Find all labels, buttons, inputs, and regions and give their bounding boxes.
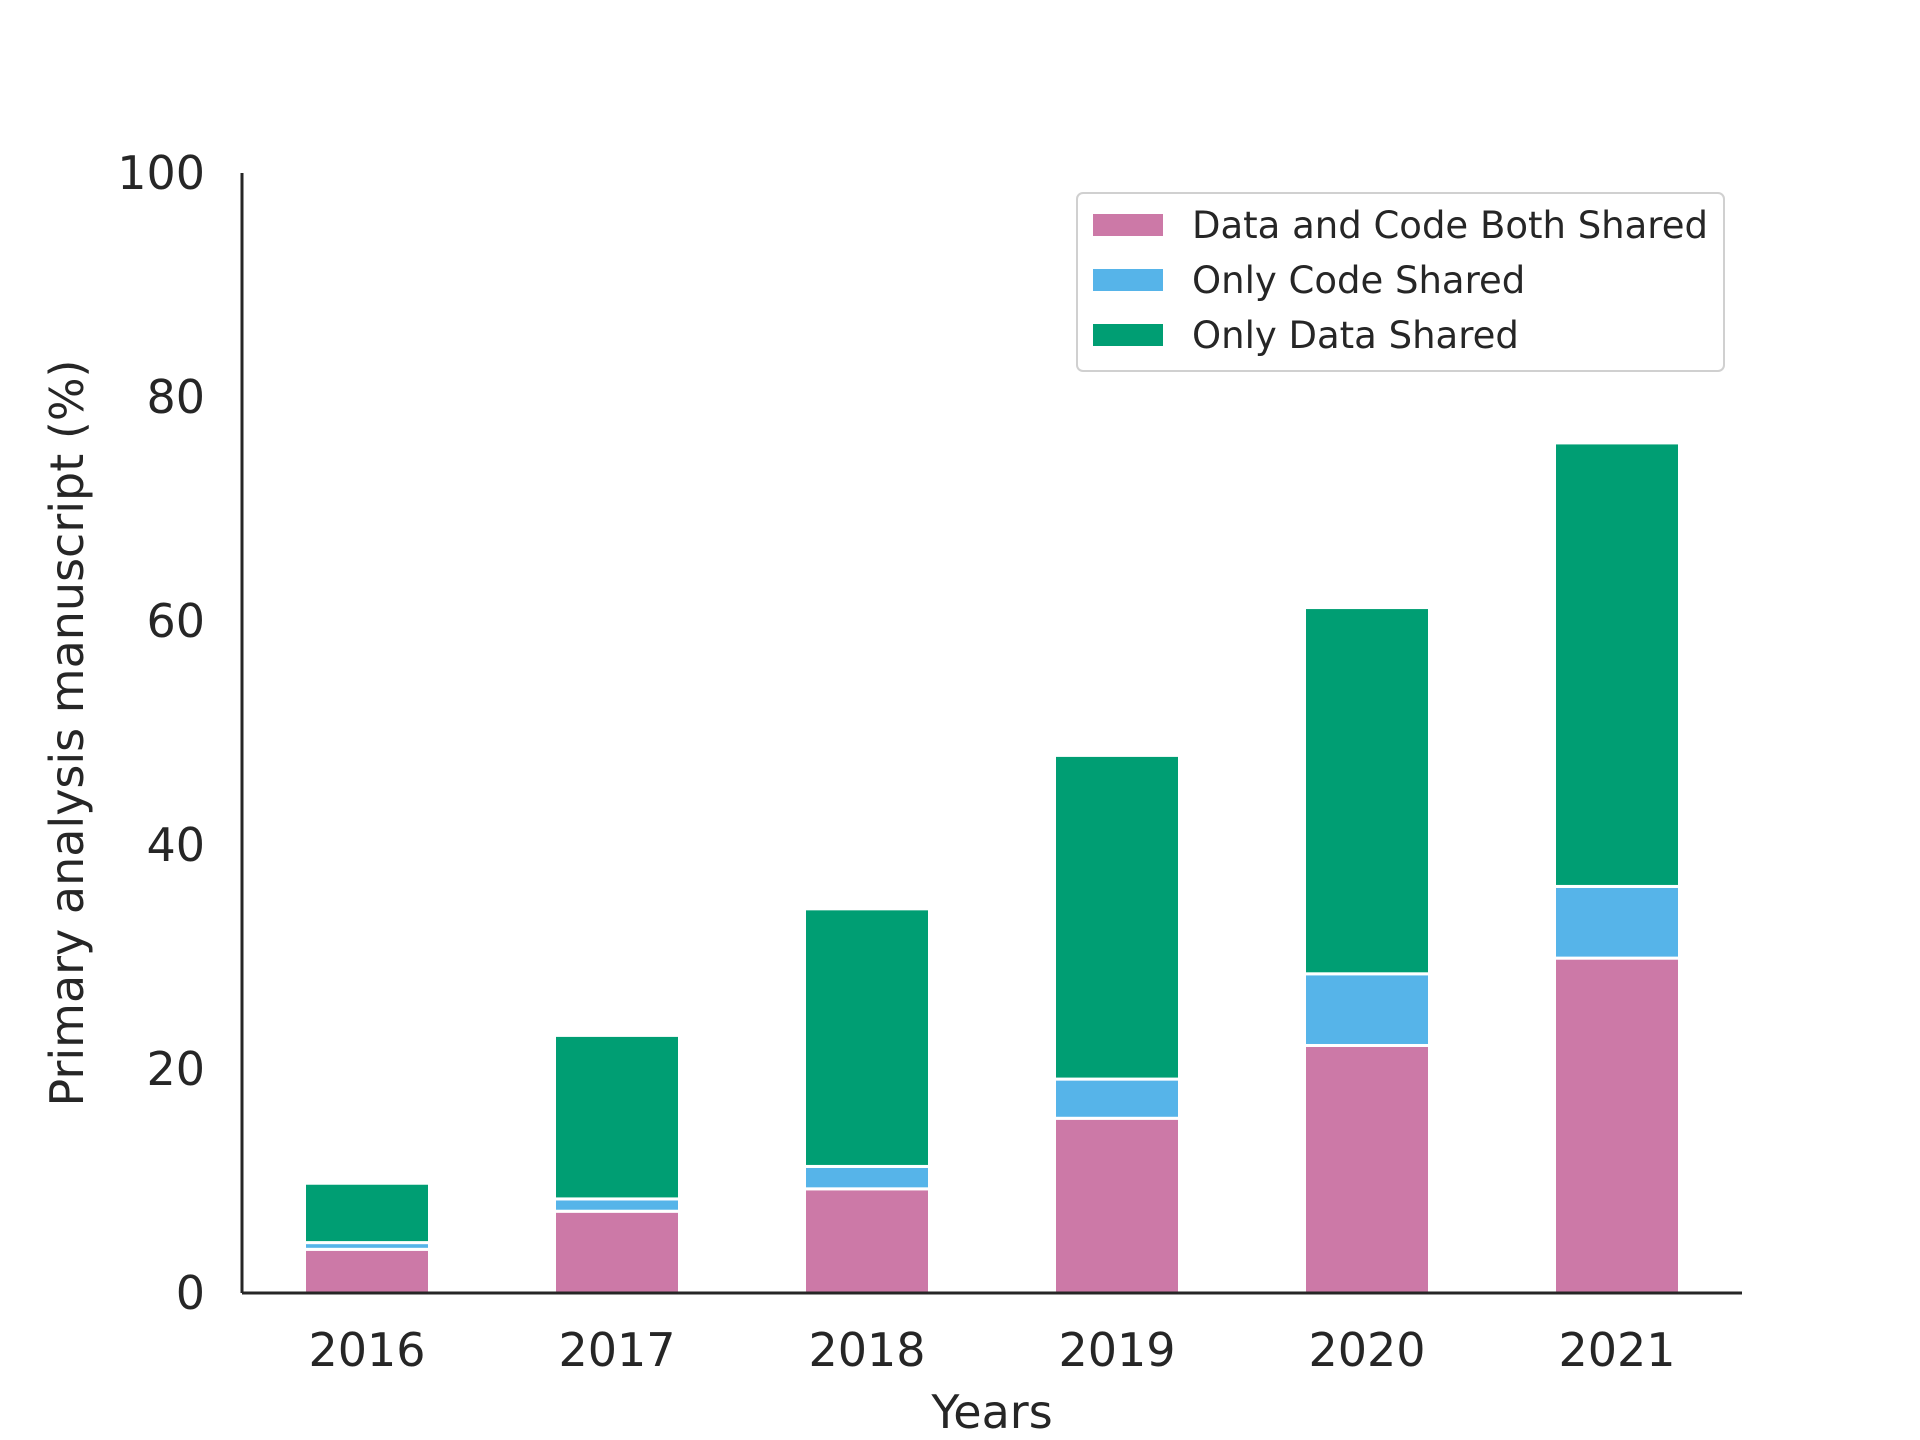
- x-tick-label: 2021: [1558, 1323, 1675, 1377]
- legend-swatch: [1093, 324, 1163, 346]
- bar-2020-series-1: [1303, 972, 1431, 1047]
- legend-label: Only Data Shared: [1192, 314, 1519, 357]
- bar-2019-series-1: [1053, 1077, 1181, 1120]
- y-tick-labels: 0 20 40 60 80 100: [117, 146, 205, 1320]
- legend-swatch: [1093, 269, 1163, 291]
- x-tick-label: 2019: [1058, 1323, 1175, 1377]
- bar-2017-series-0: [553, 1209, 681, 1295]
- x-tick-labels: 2016 2017 2018 2019 2020 2021: [308, 1323, 1675, 1377]
- legend-label: Only Code Shared: [1192, 259, 1525, 302]
- y-tick-label: 80: [146, 370, 205, 424]
- bar-2017-series-2: [553, 1033, 681, 1201]
- legend-swatch: [1093, 214, 1163, 236]
- bar-2021-series-2: [1553, 441, 1681, 888]
- bar-2021-series-0: [1553, 956, 1681, 1295]
- bar-2019-series-0: [1053, 1116, 1181, 1295]
- legend-frame: [1076, 192, 1725, 372]
- x-axis-label: Years: [930, 1385, 1052, 1439]
- bar-2018-series-0: [803, 1187, 931, 1295]
- y-tick-label: 20: [146, 1042, 205, 1096]
- x-tick-label: 2020: [1308, 1323, 1425, 1377]
- y-tick-label: 60: [146, 594, 205, 648]
- legend: Data and Code Both Shared Only Code Share…: [1076, 192, 1725, 372]
- y-tick-label: 0: [176, 1266, 205, 1320]
- y-tick-label: 100: [117, 146, 205, 200]
- bar-2016-series-0: [303, 1247, 431, 1295]
- bar-2021-series-1: [1553, 884, 1681, 960]
- bar-2017-series-1: [553, 1197, 681, 1213]
- legend-label: Data and Code Both Shared: [1192, 204, 1708, 247]
- bar-2020-series-0: [1303, 1043, 1431, 1295]
- bar-2016-series-2: [303, 1181, 431, 1245]
- bar-2018-series-1: [803, 1164, 931, 1191]
- y-tick-label: 40: [146, 818, 205, 872]
- x-tick-label: 2017: [558, 1323, 675, 1377]
- y-axis-label: Primary analysis manuscript (%): [40, 360, 94, 1107]
- bar-2018-series-2: [803, 907, 931, 1168]
- bar-2019-series-2: [1053, 753, 1181, 1081]
- bars-group: [303, 441, 1681, 1295]
- x-tick-label: 2016: [308, 1323, 425, 1377]
- axes-group: [240, 173, 1742, 1295]
- x-tick-label: 2018: [808, 1323, 925, 1377]
- bar-2020-series-2: [1303, 606, 1431, 976]
